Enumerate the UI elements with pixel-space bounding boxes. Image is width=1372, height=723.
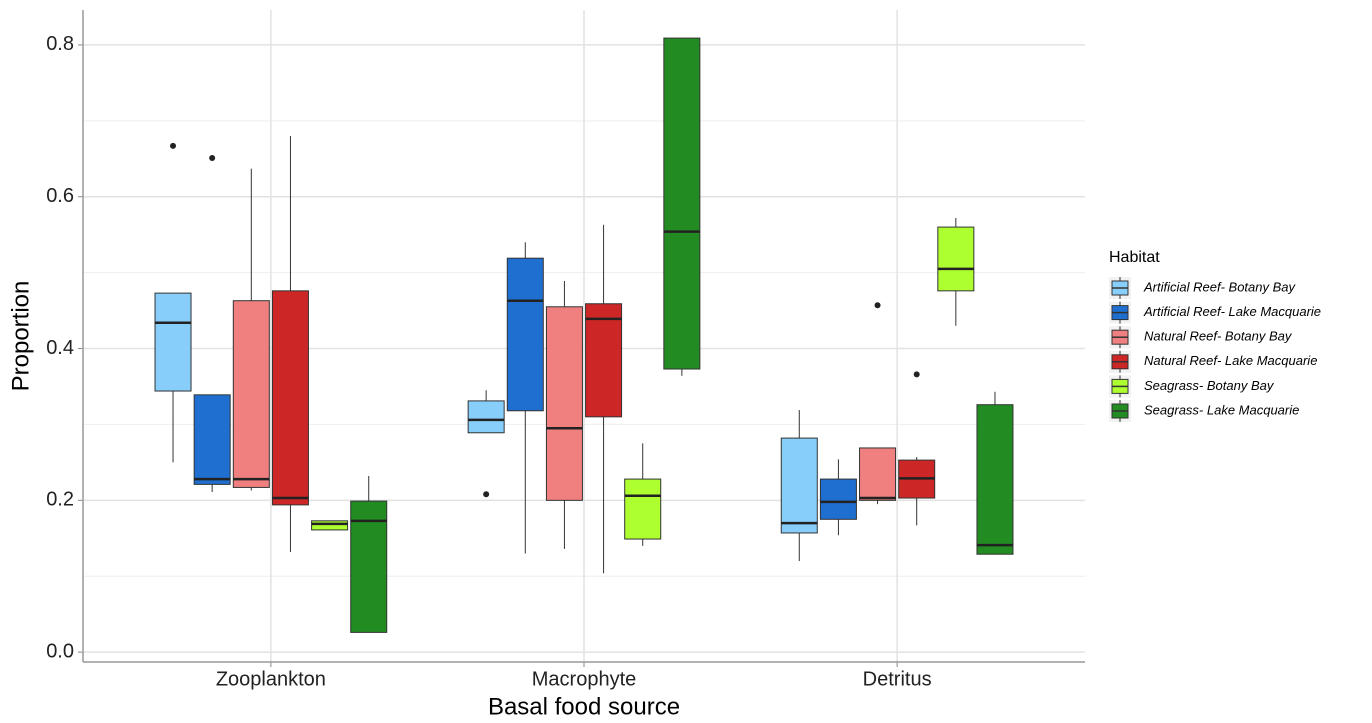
legend-label: Seagrass- Lake Macquarie bbox=[1144, 402, 1299, 417]
y-tick-label: 0.2 bbox=[46, 489, 74, 511]
legend-label: Natural Reef- Lake Macquarie bbox=[1144, 353, 1317, 368]
box bbox=[819, 478, 857, 520]
y-tick-label: 0.4 bbox=[46, 337, 74, 359]
x-tick-label: Detritus bbox=[863, 668, 932, 690]
box bbox=[663, 37, 701, 370]
outlier bbox=[483, 491, 490, 498]
x-tick-label: Macrophyte bbox=[532, 668, 637, 690]
box bbox=[467, 400, 505, 434]
legend-title: Habitat bbox=[1109, 249, 1160, 266]
legend-label: Artificial Reef- Lake Macquarie bbox=[1143, 304, 1321, 319]
box bbox=[232, 300, 270, 488]
outlier bbox=[913, 371, 920, 378]
box bbox=[350, 500, 388, 633]
y-tick-label: 0.6 bbox=[46, 185, 74, 207]
box bbox=[976, 404, 1014, 555]
legend-label: Seagrass- Botany Bay bbox=[1144, 378, 1275, 393]
legend-label: Natural Reef- Botany Bay bbox=[1144, 329, 1293, 344]
x-axis-title: Basal food source bbox=[488, 693, 680, 720]
box bbox=[506, 257, 544, 412]
box bbox=[545, 306, 583, 501]
box bbox=[154, 292, 192, 392]
box bbox=[311, 520, 349, 531]
outlier bbox=[170, 142, 177, 149]
box bbox=[859, 447, 897, 501]
y-tick-label: 0.8 bbox=[46, 33, 74, 55]
y-tick-label: 0.0 bbox=[46, 640, 74, 662]
box bbox=[780, 437, 818, 534]
x-tick-label: Zooplankton bbox=[216, 668, 326, 690]
y-axis-title: Proportion bbox=[7, 281, 34, 392]
legend-label: Artificial Reef- Botany Bay bbox=[1143, 279, 1297, 294]
box bbox=[193, 394, 231, 485]
outlier bbox=[209, 155, 216, 162]
box bbox=[937, 226, 975, 292]
outlier bbox=[874, 302, 881, 309]
box bbox=[624, 478, 662, 540]
box bbox=[271, 290, 309, 506]
box bbox=[585, 303, 623, 418]
